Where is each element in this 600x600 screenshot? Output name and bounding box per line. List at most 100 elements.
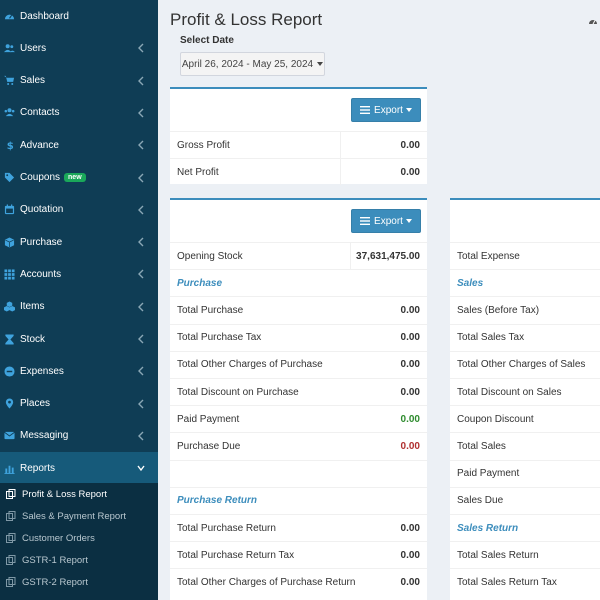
chevron-left-icon (137, 269, 145, 279)
minus-circle-icon (3, 365, 15, 377)
submenu-item-customer-orders[interactable]: Customer Orders (0, 527, 158, 549)
submenu-item-gstr-1-report[interactable]: GSTR-1 Report (0, 549, 158, 571)
row-label: Total Purchase (177, 304, 244, 316)
sales-box: Total Expense Sales Sales (Before Tax) Tota… (450, 198, 600, 600)
export-button-label: Export (374, 104, 403, 116)
sidebar-item-label: Coupons (20, 172, 61, 183)
submenu-item-sales-payment-report[interactable]: Sales & Payment Report (0, 505, 158, 527)
table-row: Total Sales Return (450, 541, 600, 568)
sidebar-item-users[interactable]: Users (0, 32, 158, 64)
row-label: Opening Stock (177, 250, 243, 262)
page-title: Profit & Loss Report (170, 10, 323, 29)
copy-icon (6, 511, 16, 521)
section-header: Sales (450, 269, 600, 296)
row-label: Total Sales Return Tax (457, 576, 557, 588)
copy-icon (6, 555, 16, 565)
submenu-item-profit-loss-report[interactable]: Profit & Loss Report (0, 483, 158, 505)
sidebar-item-dashboard[interactable]: Dashboard (0, 0, 158, 32)
sidebar-item-quotation[interactable]: Quotation (0, 194, 158, 226)
grid-icon (3, 268, 15, 280)
export-button[interactable]: Export (351, 98, 421, 122)
table-row: Sales Due (450, 486, 600, 514)
copy-icon (6, 533, 16, 543)
copy-icon (6, 577, 16, 587)
table-row: Total Purchase Return 0.00 (170, 514, 427, 541)
submenu-item-label: GSTR-1 Report (22, 554, 88, 566)
row-value: 0.00 (400, 576, 420, 588)
chevron-left-icon (137, 76, 145, 86)
row-label: Total Sales Return (457, 549, 539, 561)
export-button[interactable]: Export (351, 209, 421, 233)
row-label: Total Purchase Tax (177, 332, 262, 344)
sidebar-item-label: Items (20, 301, 45, 313)
section-header: Purchase Return (170, 486, 427, 514)
table-row: Total Purchase Return Tax 0.00 (170, 541, 427, 568)
sidebar-item-label: Contacts (20, 107, 60, 119)
sidebar-item-coupons[interactable]: Coupons new (0, 162, 158, 194)
sidebar-item-messaging[interactable]: Messaging (0, 420, 158, 452)
row-label: Gross Profit (177, 139, 230, 151)
sidebar-item-expenses[interactable]: Expenses (0, 355, 158, 387)
sidebar-item-sales[interactable]: Sales (0, 65, 158, 97)
table-row: Opening Stock 37,631,475.00 (170, 242, 427, 269)
chevron-left-icon (137, 366, 145, 376)
row-value: 0.00 (400, 413, 420, 425)
chevron-left-icon (137, 399, 145, 409)
select-date-label: Select Date (180, 35, 234, 46)
cube-icon (3, 236, 15, 248)
table-row: Total Sales Return Tax (450, 568, 600, 595)
table-row: Purchase Due 0.00 (170, 432, 427, 459)
sidebar-item-reports[interactable]: Reports (0, 452, 158, 485)
table-row (170, 459, 427, 487)
chevron-left-icon (137, 173, 145, 183)
chevron-left-icon (137, 205, 145, 215)
contacts-icon (3, 107, 15, 119)
dashboard-icon (3, 10, 15, 22)
row-label: Total Purchase Return Tax (177, 549, 295, 561)
row-label: Sales Due (457, 495, 504, 507)
row-value: 0.00 (400, 359, 420, 371)
row-label: Sales (457, 277, 484, 289)
row-label: Total Other Charges of Purchase Return (177, 576, 356, 588)
sidebar-item-label: Users (20, 42, 47, 54)
chevron-left-icon (137, 431, 145, 441)
row-label: Sales (Before Tax) (457, 304, 540, 316)
sidebar-item-label: Sales (20, 75, 46, 87)
dashboard-icon[interactable] (588, 16, 598, 26)
sidebar-item-advance[interactable]: $ Advance (0, 129, 158, 161)
submenu-item-label: Customer Orders (22, 532, 95, 544)
chevron-left-icon (137, 108, 145, 118)
sidebar-item-stock[interactable]: Stock (0, 323, 158, 355)
sidebar-item-label: Reports (20, 462, 56, 474)
row-value: 37,631,475.00 (356, 250, 420, 262)
purchase-box: Export Opening Stock 37,631,475.00 Purchas… (170, 198, 427, 600)
row-label: Sales Return (457, 522, 519, 534)
table-row: Sales (Before Tax) (450, 296, 600, 323)
sidebar-item-label: Places (20, 398, 51, 410)
calendar-icon (3, 204, 15, 216)
submenu-item-label: GSTR-2 Report (22, 576, 88, 588)
submenu-item-gstr-2-report[interactable]: GSTR-2 Report (0, 571, 158, 593)
sidebar-item-places[interactable]: Places (0, 388, 158, 420)
copy-icon (6, 489, 16, 499)
sidebar-item-label: Accounts (20, 268, 62, 280)
table-row: Total Purchase 0.00 (170, 296, 427, 323)
caret-down-icon (405, 108, 412, 112)
sidebar-item-items[interactable]: Items (0, 291, 158, 323)
row-label: Paid Payment (177, 413, 240, 425)
caret-down-icon (405, 219, 412, 223)
submenu-item-label: Profit & Loss Report (22, 488, 108, 500)
sidebar-item-accounts[interactable]: Accounts (0, 258, 158, 290)
main-content: Profit & Loss Report Select Date April 2… (158, 0, 600, 600)
date-range-picker[interactable]: April 26, 2024 - May 25, 2024 (180, 52, 325, 76)
chevron-left-icon (137, 43, 145, 53)
row-label: Purchase (177, 277, 223, 289)
cubes-icon (3, 301, 15, 313)
sidebar-item-contacts[interactable]: Contacts (0, 97, 158, 129)
table-row: Total Discount on Sales (450, 378, 600, 405)
table-row: Total Other Charges of Sales (450, 350, 600, 378)
sidebar-item-purchase[interactable]: Purchase (0, 226, 158, 258)
bars-icon (360, 217, 371, 225)
row-value: 0.00 (400, 139, 420, 151)
row-value: 0.00 (400, 166, 420, 178)
